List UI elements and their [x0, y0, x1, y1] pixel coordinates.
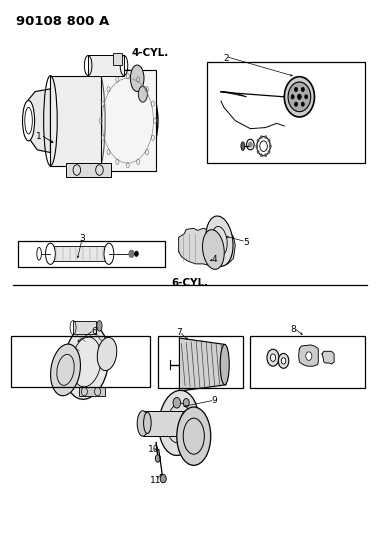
Text: 3: 3 [80, 234, 86, 243]
Ellipse shape [281, 358, 286, 364]
Bar [73, 320, 96, 334]
Text: 4: 4 [212, 255, 217, 264]
Ellipse shape [177, 407, 211, 465]
Polygon shape [179, 338, 226, 391]
Ellipse shape [137, 411, 149, 436]
Text: 8: 8 [291, 325, 297, 334]
Ellipse shape [284, 77, 315, 117]
Polygon shape [179, 228, 235, 268]
Ellipse shape [288, 82, 311, 112]
Ellipse shape [129, 250, 134, 257]
Ellipse shape [155, 455, 161, 462]
Ellipse shape [305, 95, 308, 99]
Text: 2: 2 [223, 54, 229, 62]
Ellipse shape [130, 65, 144, 92]
Bar [65, 163, 111, 177]
Bar [51, 76, 101, 166]
Ellipse shape [268, 150, 270, 154]
Ellipse shape [159, 390, 199, 456]
Ellipse shape [135, 251, 138, 256]
Ellipse shape [180, 411, 192, 436]
Bar [250, 336, 366, 389]
Ellipse shape [269, 144, 271, 148]
Bar [18, 241, 165, 266]
Bar [143, 411, 186, 436]
Bar [98, 70, 156, 171]
Text: 1: 1 [36, 132, 42, 141]
Text: 6-CYL.: 6-CYL. [171, 278, 209, 288]
Ellipse shape [294, 87, 298, 92]
Ellipse shape [144, 413, 151, 433]
Ellipse shape [270, 354, 276, 361]
Ellipse shape [206, 216, 233, 266]
Bar [207, 62, 366, 163]
Bar [88, 55, 124, 76]
Ellipse shape [301, 102, 304, 106]
Text: 11: 11 [150, 475, 161, 484]
Ellipse shape [173, 398, 180, 408]
Ellipse shape [220, 344, 229, 385]
Text: 7: 7 [177, 328, 182, 337]
Ellipse shape [97, 320, 102, 331]
Text: 90108 800 A: 90108 800 A [16, 14, 110, 28]
Bar [112, 53, 122, 65]
Bar [79, 387, 105, 397]
Ellipse shape [267, 349, 279, 366]
Ellipse shape [247, 139, 254, 150]
Ellipse shape [301, 87, 304, 92]
Ellipse shape [249, 142, 252, 147]
Ellipse shape [257, 139, 259, 142]
Ellipse shape [51, 344, 81, 395]
Text: 4-CYL.: 4-CYL. [132, 47, 169, 58]
Bar [51, 246, 109, 261]
Ellipse shape [264, 154, 267, 157]
Ellipse shape [138, 86, 147, 102]
Text: 9: 9 [212, 395, 217, 405]
Bar [11, 336, 150, 387]
Ellipse shape [256, 144, 258, 148]
Bar [158, 336, 243, 389]
Ellipse shape [64, 325, 109, 399]
Ellipse shape [37, 247, 41, 260]
Text: 10: 10 [149, 445, 160, 454]
Polygon shape [322, 351, 334, 364]
Ellipse shape [46, 243, 55, 264]
Text: 6: 6 [91, 327, 97, 336]
Ellipse shape [306, 352, 312, 360]
Ellipse shape [241, 142, 245, 150]
Ellipse shape [260, 135, 263, 139]
Ellipse shape [203, 230, 224, 269]
Ellipse shape [294, 102, 298, 106]
Ellipse shape [22, 101, 35, 141]
Text: 5: 5 [243, 238, 249, 247]
Ellipse shape [98, 70, 158, 171]
Polygon shape [299, 345, 318, 366]
Ellipse shape [268, 139, 270, 142]
Ellipse shape [257, 136, 270, 156]
Ellipse shape [260, 154, 263, 157]
Ellipse shape [264, 135, 267, 139]
Ellipse shape [183, 399, 189, 407]
Ellipse shape [291, 95, 294, 99]
Ellipse shape [160, 474, 166, 483]
Ellipse shape [97, 337, 117, 370]
Ellipse shape [278, 353, 289, 368]
Polygon shape [24, 89, 51, 152]
Ellipse shape [298, 94, 301, 100]
Ellipse shape [104, 243, 114, 264]
Ellipse shape [257, 150, 259, 154]
